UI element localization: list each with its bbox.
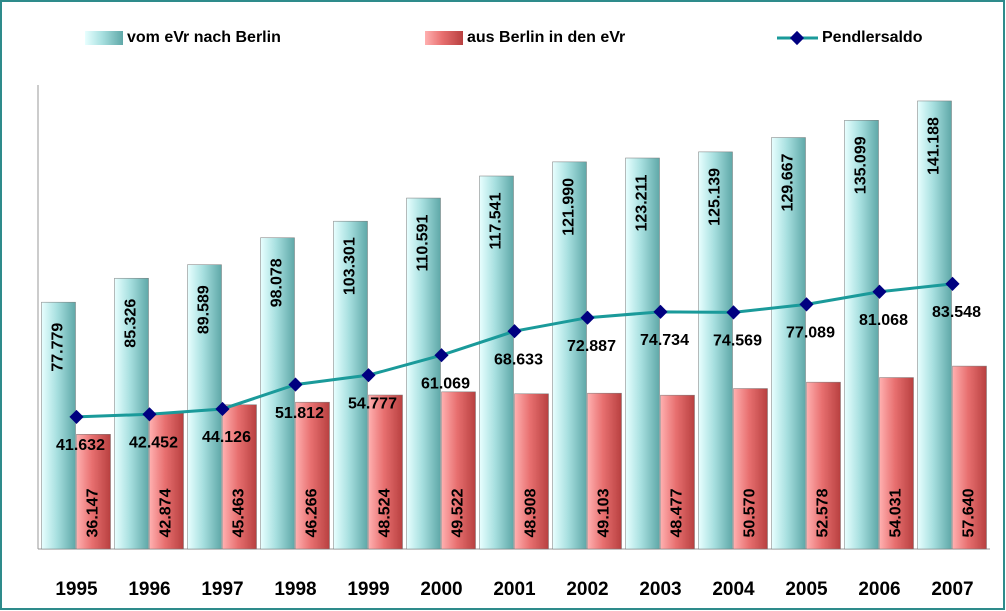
data-label: 45.463 [231,488,248,537]
bar [771,137,806,550]
x-tick-label: 1998 [274,579,316,600]
data-label: 72.887 [567,338,616,355]
data-label: 36.147 [85,488,102,537]
marker [653,304,668,319]
x-tick-label: 2004 [712,579,755,600]
data-label: 74.734 [640,332,689,349]
data-label: 89.589 [196,285,213,334]
x-tick-label: 2001 [493,579,536,600]
data-label: 85.326 [123,299,140,348]
data-label: 68.633 [494,351,543,368]
bar [333,220,368,550]
marker [507,324,522,339]
x-tick-label: 1995 [55,579,98,600]
bar [917,100,952,550]
marker [726,305,741,320]
data-label: 49.103 [596,488,613,537]
marker [69,409,84,424]
bar [295,401,330,550]
bar [844,120,879,550]
x-tick-label: 2000 [420,579,462,600]
data-label: 50.570 [742,488,759,537]
data-label: 48.524 [377,488,394,537]
marker [288,377,303,392]
x-tick-label: 1997 [201,579,243,600]
data-label: 129.667 [780,154,797,212]
bar [149,412,184,550]
bar [879,377,914,550]
x-tick-label: 2007 [931,579,973,600]
bar [41,301,76,550]
data-label: 51.812 [275,405,324,422]
data-label: 123.211 [634,174,651,231]
bar [368,394,403,550]
bar [441,391,476,550]
bar [733,388,768,550]
data-label: 42.452 [129,435,178,452]
data-label: 54.031 [888,488,905,537]
bar [76,434,111,550]
x-tick-label: 2005 [785,579,828,600]
bar [660,394,695,550]
data-label: 48.908 [523,488,540,537]
x-tick-label: 1996 [128,579,170,600]
data-label: 125.139 [707,168,724,226]
marker [580,310,595,325]
legend-swatch [85,31,123,45]
bar [479,175,514,550]
data-label: 103.301 [342,237,359,295]
marker [434,348,449,363]
data-label: 77.089 [786,325,835,342]
marker [799,297,814,312]
x-tick-label: 2002 [566,579,608,600]
marker [872,284,887,299]
data-label: 41.632 [56,437,105,454]
x-tick-label: 1999 [347,579,389,600]
data-label: 52.578 [815,488,832,537]
data-label: 83.548 [932,304,981,321]
bar [552,161,587,550]
data-label: 42.874 [158,488,175,537]
marker [215,401,230,417]
bar [514,393,549,550]
data-label: 44.126 [202,429,251,446]
bar [698,151,733,550]
bar [406,197,441,550]
x-tick-label: 2003 [639,579,681,600]
legend-swatch [425,31,463,45]
legend-label: aus Berlin in den eVr [467,29,625,46]
data-label: 117.541 [488,192,505,249]
legend-label: vom eVr nach Berlin [127,29,281,46]
data-label: 135.099 [853,136,870,194]
data-label: 61.069 [421,375,470,392]
data-label: 57.640 [961,488,978,537]
data-label: 54.777 [348,395,397,412]
marker [142,407,157,422]
x-tick-label: 2006 [858,579,900,600]
data-label: 49.522 [450,488,467,537]
bar [222,404,257,550]
data-label: 48.477 [669,488,686,537]
marker [361,368,376,383]
data-label: 74.569 [713,333,762,350]
data-label: 77.779 [50,323,67,372]
bar [806,381,841,550]
data-label: 81.068 [859,312,908,329]
data-label: 98.078 [269,258,286,307]
bar [952,365,987,550]
bar [625,157,660,550]
bar [587,392,622,550]
bar [187,264,222,550]
legend-label: Pendlersaldo [822,29,923,46]
data-label: 110.591 [415,214,432,271]
marker [945,276,960,291]
data-label: 46.266 [304,488,321,537]
data-label: 121.990 [561,178,578,236]
legend-marker [789,30,805,46]
data-label: 141.188 [926,117,943,175]
